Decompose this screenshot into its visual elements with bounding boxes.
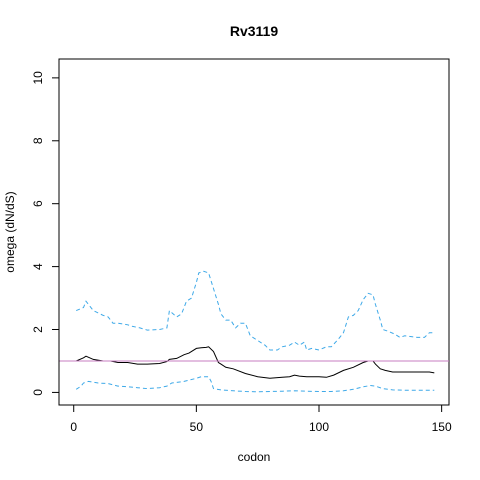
x-tick-label-0: 0: [70, 420, 77, 434]
x-tick-label-1: 50: [190, 420, 204, 434]
x-tick-label-2: 100: [309, 420, 329, 434]
y-tick-label-4: 8: [31, 137, 45, 144]
x-axis-label: codon: [238, 450, 271, 464]
y-tick-label-2: 4: [31, 263, 45, 270]
series-layer: [75, 270, 435, 393]
y-axis-label: omega (dN/dS): [3, 191, 17, 272]
y-tick-label-3: 6: [31, 200, 45, 207]
series-line-0: [76, 270, 435, 351]
y-tick-label-5: 10: [31, 71, 45, 85]
y-axis: 0 2 4 6 8 10: [31, 71, 60, 396]
plot-frame: [58, 58, 450, 406]
y-tick-label-0: 0: [31, 389, 45, 396]
x-tick-label-3: 150: [432, 420, 452, 434]
chart-title: Rv3119: [230, 23, 278, 39]
series-line-2: [75, 376, 435, 393]
series-line-1: [75, 346, 435, 379]
y-tick-label-1: 2: [31, 326, 45, 333]
x-axis: 0 50 100 150: [70, 404, 452, 434]
